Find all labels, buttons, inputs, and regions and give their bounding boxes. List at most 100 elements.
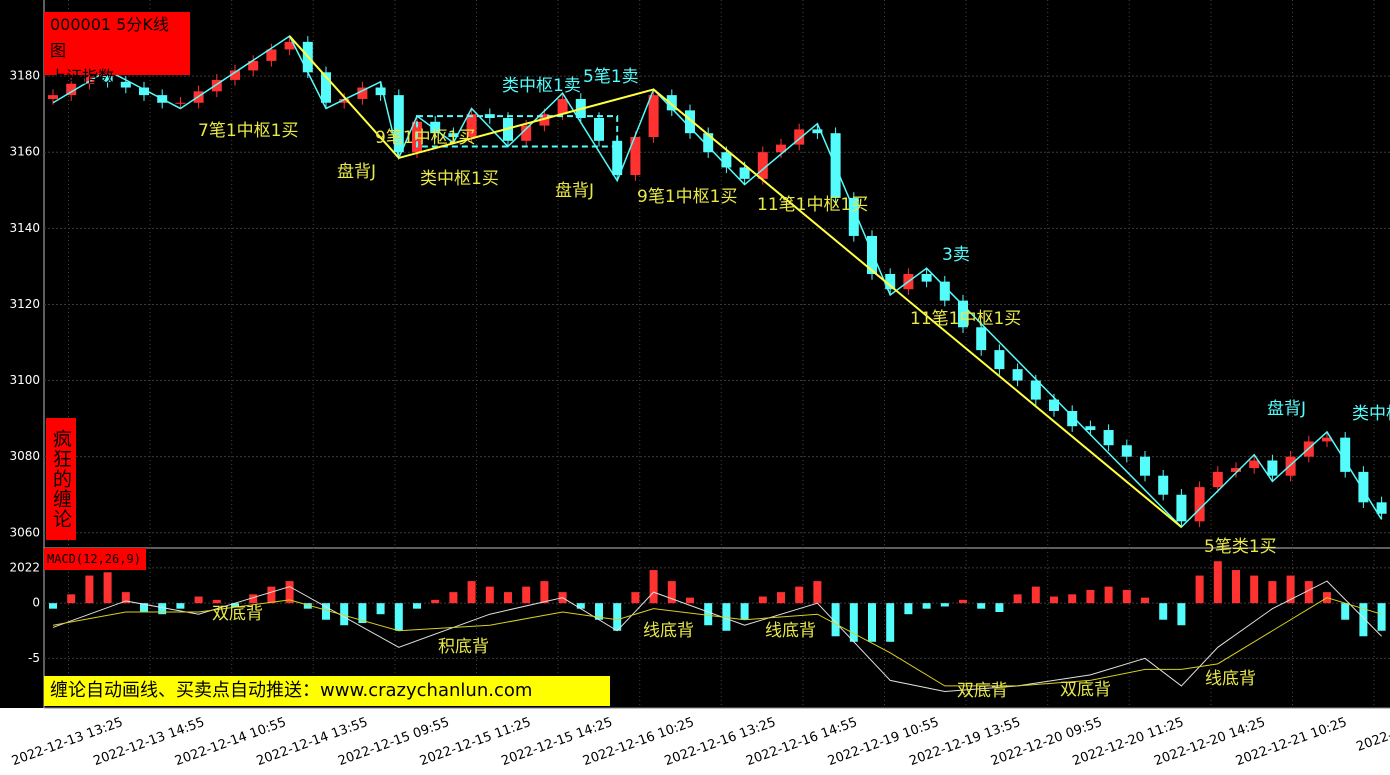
- brand: 疯狂的缠论: [46, 418, 76, 540]
- annotation: 积底背: [438, 637, 489, 657]
- candle-body: [1103, 430, 1114, 446]
- annotation: 5笔类1买: [1204, 537, 1277, 557]
- y-tick-label: 3120: [9, 297, 40, 311]
- candle-body: [84, 76, 95, 84]
- candle-body: [284, 41, 295, 50]
- macd-bar: [340, 603, 349, 626]
- macd-bar: [1250, 575, 1259, 604]
- macd-bar: [322, 603, 330, 620]
- dif-line: [52, 580, 1382, 692]
- candle-body: [1267, 460, 1278, 476]
- annotation: 类中枢1卖: [502, 76, 581, 96]
- annotation: 类中枢1卖: [1352, 404, 1390, 424]
- macd-bar: [67, 594, 76, 604]
- macd-bar: [1286, 575, 1295, 604]
- macd-bar: [1195, 575, 1204, 604]
- axis-background: [0, 708, 1390, 775]
- candle-body: [739, 167, 750, 179]
- candle-body: [539, 114, 550, 126]
- macd-bar: [649, 570, 658, 604]
- macd-bar: [431, 599, 440, 604]
- annotation: 11笔1中枢1买: [910, 309, 1021, 329]
- macd-bar: [376, 603, 385, 615]
- macd-bar: [1177, 603, 1186, 626]
- plot-area: [49, 561, 1386, 692]
- annotation: 盘背J: [555, 181, 594, 201]
- candle-body: [1285, 456, 1296, 476]
- macd-bar: [1141, 597, 1149, 604]
- macd-bar: [85, 575, 94, 604]
- y-tick-label: 3180: [9, 69, 40, 83]
- macd-bar: [212, 599, 221, 604]
- macd-bar: [886, 603, 895, 642]
- candle-body: [357, 87, 368, 99]
- macd-bar: [194, 596, 203, 604]
- candle-body: [1249, 460, 1260, 469]
- candle-body: [230, 70, 240, 80]
- candle-body: [721, 152, 732, 168]
- annotation: 5笔1卖: [583, 67, 639, 87]
- candle-body: [375, 87, 386, 96]
- candle-body: [1067, 411, 1078, 427]
- macd-bar: [358, 603, 367, 624]
- annotation: 线底背: [765, 621, 816, 641]
- candle-body: [430, 121, 441, 134]
- candle-body: [266, 49, 277, 61]
- candle-body: [812, 129, 823, 134]
- candle-body: [1012, 369, 1023, 381]
- candle-body: [685, 110, 695, 134]
- annotation: 9笔1中枢1买: [375, 128, 475, 148]
- candle-body: [958, 300, 968, 328]
- annotation: 双底背: [1060, 680, 1111, 700]
- macd-bar: [1050, 596, 1058, 604]
- macd-bar: [176, 603, 185, 609]
- annotation: 9笔1中枢1买: [637, 187, 737, 207]
- candle-body: [1212, 471, 1223, 488]
- y-tick-label: 3140: [9, 221, 40, 235]
- macd-bar: [267, 586, 276, 604]
- macd-bar: [904, 603, 913, 615]
- macd-bar: [394, 603, 403, 631]
- candle-body: [211, 79, 222, 92]
- candle-body: [867, 235, 877, 274]
- plot-area: [48, 35, 1387, 529]
- candle-body: [1358, 471, 1369, 503]
- candle-body: [757, 152, 768, 179]
- candle-body: [1085, 426, 1096, 431]
- candle-body: [120, 81, 131, 88]
- macd-bar: [1232, 570, 1240, 604]
- macd-bar: [704, 603, 713, 626]
- annotation: 双底背: [212, 604, 263, 624]
- candle-body: [1176, 494, 1187, 522]
- macd-bar: [303, 603, 312, 609]
- dea-line: [52, 597, 1382, 687]
- macd-bar: [140, 603, 148, 612]
- chart-title: 000001 5分K线图: [50, 15, 169, 60]
- macd-bar: [1377, 603, 1386, 631]
- candle-body: [175, 102, 186, 104]
- macd-bar: [667, 581, 676, 604]
- macd-bar: [522, 586, 531, 604]
- macd-bar: [1341, 603, 1350, 620]
- macd-bar: [121, 592, 130, 604]
- macd-bar: [1031, 586, 1040, 604]
- candle-body: [921, 274, 932, 282]
- macd-bar: [504, 592, 512, 604]
- macd-bar: [1159, 603, 1168, 620]
- y-tick-label: -5: [28, 651, 40, 665]
- annotation: 双底背: [957, 681, 1008, 701]
- zhongshu-box: [416, 115, 619, 148]
- macd-bar: [231, 603, 239, 607]
- macd-bar: [413, 603, 421, 609]
- macd-bar: [740, 603, 749, 620]
- y-tick-label: 0: [32, 596, 40, 610]
- annotation: 线底背: [1205, 669, 1256, 689]
- macd-bar: [1268, 581, 1277, 604]
- macd-bar: [849, 603, 858, 642]
- y-tick-label: 3060: [9, 525, 40, 539]
- macd-bar: [686, 597, 694, 604]
- candle-body: [1376, 502, 1387, 514]
- macd-title: MACD(12,26,9): [44, 548, 146, 570]
- macd-bar: [868, 603, 876, 642]
